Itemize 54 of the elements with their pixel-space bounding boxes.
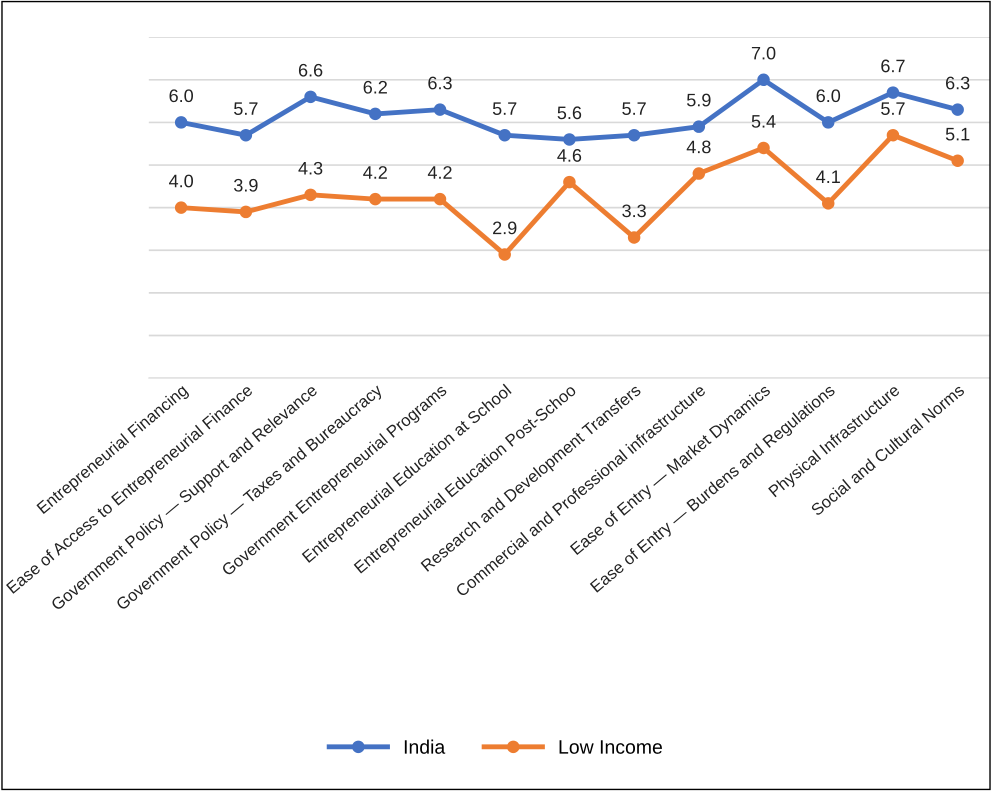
point (822, 197, 834, 210)
data-label: 5.4 (752, 115, 776, 128)
point (434, 103, 446, 116)
point (240, 128, 252, 142)
data-label: 4.3 (298, 162, 322, 175)
data-label: 4.6 (557, 149, 582, 162)
point (822, 116, 834, 129)
data-label: 5.1 (946, 128, 970, 141)
data-label: 5.7 (234, 102, 258, 115)
point (304, 188, 317, 202)
point (498, 128, 511, 142)
legend-label: Low Income (560, 740, 662, 754)
point (628, 231, 640, 244)
data-label: 6.6 (298, 64, 322, 77)
data-label: 4.2 (428, 166, 452, 179)
data-label: 5.9 (687, 94, 711, 106)
point (369, 192, 382, 206)
point (563, 133, 576, 146)
point (628, 128, 640, 142)
data-label: 4.8 (686, 140, 711, 154)
legend-label: India (404, 740, 446, 754)
data-label: 6.0 (170, 89, 193, 102)
data-label: 5.7 (881, 102, 905, 115)
data-label: 5.7 (622, 102, 646, 115)
data-label: 5.6 (558, 106, 582, 120)
point (174, 116, 188, 129)
point (757, 142, 770, 154)
data-label: 2.9 (493, 221, 516, 234)
point (757, 74, 770, 86)
data-label: 6.3 (428, 76, 452, 90)
data-label: 6.7 (881, 60, 905, 72)
data-label: 4.2 (363, 166, 387, 179)
data-label: 3.3 (622, 204, 646, 218)
point (886, 86, 900, 99)
point (304, 90, 317, 104)
point (692, 167, 706, 180)
data-label: 6.0 (816, 89, 840, 102)
data-label: 5.7 (492, 102, 516, 115)
point (886, 128, 900, 142)
point (563, 176, 576, 188)
point (498, 248, 511, 261)
data-label: 6.2 (364, 80, 387, 94)
point (434, 192, 446, 206)
data-label: 7.0 (752, 46, 776, 60)
data-label: 6.3 (946, 76, 970, 90)
point (174, 201, 188, 214)
point (692, 120, 706, 133)
data-label: 4.0 (169, 174, 193, 188)
point (951, 103, 964, 116)
data-label: 3.9 (234, 178, 258, 192)
point (240, 206, 252, 218)
point (951, 154, 964, 168)
point (369, 108, 382, 120)
data-label: 4.1 (816, 170, 840, 183)
